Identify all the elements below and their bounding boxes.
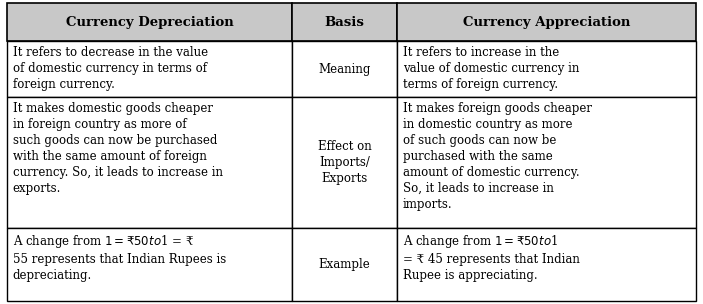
Bar [7, 3, 292, 41]
Text: A change from $1 = ₹ 50 to $1
= ₹ 45 represents that Indian
Rupee is appreciatin: A change from $1 = ₹ 50 to $1 = ₹ 45 rep… [403, 233, 580, 282]
Text: Currency Depreciation: Currency Depreciation [65, 16, 233, 29]
Bar [292, 97, 397, 228]
Text: Effect on
Imports/
Exports: Effect on Imports/ Exports [318, 140, 371, 185]
Bar [397, 3, 696, 41]
Bar [7, 97, 292, 228]
Bar [7, 41, 292, 97]
Bar [292, 3, 397, 41]
Text: Meaning: Meaning [318, 63, 370, 76]
Bar [397, 228, 696, 301]
Bar [397, 97, 696, 228]
Text: Currency Appreciation: Currency Appreciation [463, 16, 631, 29]
Text: It makes foreign goods cheaper
in domestic country as more
of such goods can now: It makes foreign goods cheaper in domest… [403, 102, 592, 211]
Text: Example: Example [318, 258, 370, 271]
Text: Basis: Basis [325, 16, 364, 29]
Text: A change from $1 = ₹ 50 to $1 = ₹
55 represents that Indian Rupees is
depreciati: A change from $1 = ₹ 50 to $1 = ₹ 55 rep… [13, 233, 226, 282]
Text: It refers to decrease in the value
of domestic currency in terms of
foreign curr: It refers to decrease in the value of do… [13, 46, 208, 91]
Text: It refers to increase in the
value of domestic currency in
terms of foreign curr: It refers to increase in the value of do… [403, 46, 579, 91]
Text: It makes domestic goods cheaper
in foreign country as more of
such goods can now: It makes domestic goods cheaper in forei… [13, 102, 223, 195]
Bar [7, 228, 292, 301]
Bar [292, 228, 397, 301]
Bar [397, 41, 696, 97]
Bar [292, 41, 397, 97]
